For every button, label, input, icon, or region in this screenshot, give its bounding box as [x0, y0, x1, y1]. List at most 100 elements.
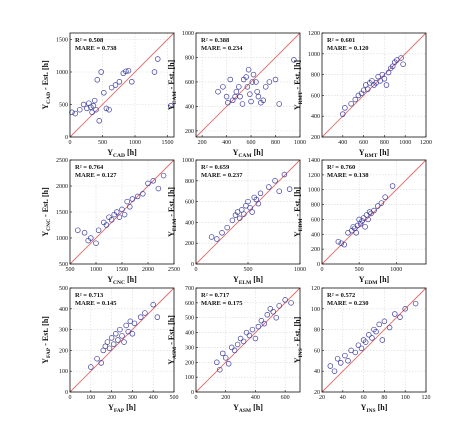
x-axis-label: YEDM [h] [359, 275, 390, 286]
data-point [264, 311, 271, 318]
identity-line [195, 32, 301, 138]
x-tick-label: 200 [107, 395, 116, 401]
data-point [273, 314, 279, 321]
data-point [362, 224, 368, 230]
y-tick-label: 400 [185, 331, 194, 337]
y-tick-label: 600 [185, 80, 194, 86]
data-point [412, 300, 419, 307]
data-point [362, 339, 369, 345]
x-tick-label: 0 [69, 140, 72, 146]
x-tick-label: 100 [86, 395, 95, 401]
x-tick-label: 500 [170, 395, 179, 401]
data-point [91, 97, 98, 104]
data-point [246, 332, 253, 339]
data-point [227, 76, 234, 83]
identity-line [69, 287, 175, 393]
data-point [236, 215, 243, 221]
data-point [98, 69, 104, 75]
data-point [125, 67, 132, 74]
data-point [397, 314, 403, 320]
data-point [260, 97, 267, 104]
data-point [249, 79, 256, 85]
data-point [160, 172, 167, 179]
x-tick-label: 500 [98, 140, 107, 146]
y-tick-label: 1500 [56, 38, 68, 44]
data-point [220, 84, 226, 90]
data-point [108, 335, 115, 341]
x-axis-label: YCNC [h] [107, 275, 137, 286]
data-point [142, 310, 148, 316]
data-point [255, 93, 262, 100]
data-point [76, 106, 83, 113]
data-point [223, 93, 230, 100]
data-point [237, 335, 244, 342]
plot-frame [321, 159, 427, 265]
data-point [121, 211, 128, 218]
data-point [103, 105, 110, 112]
x-axis-label: YCAM [h] [233, 148, 264, 159]
r2-annotation: R² = 0.601 [327, 37, 355, 44]
data-point [208, 234, 215, 240]
data-point [155, 56, 161, 62]
data-point [237, 93, 243, 100]
y-tick-label: 400 [311, 114, 320, 120]
data-point [389, 183, 396, 189]
mare-annotation: MARE = 0.237 [201, 172, 243, 179]
y-tick-label: 200 [185, 241, 194, 247]
data-point [281, 171, 288, 178]
data-point [257, 190, 264, 197]
y-tick-label: 200 [311, 135, 320, 141]
mare-annotation: MARE = 0.738 [75, 45, 117, 52]
data-point [378, 200, 385, 206]
data-point [114, 209, 120, 215]
data-point [168, 103, 174, 109]
data-point [352, 349, 359, 356]
data-point [117, 326, 123, 333]
data-point [81, 230, 88, 236]
data-point [331, 368, 338, 374]
y-tick-label: 200 [59, 348, 68, 354]
y-tick-label: 600 [311, 217, 320, 223]
x-tick-label: 0 [69, 395, 72, 401]
data-point [288, 300, 294, 306]
x-tick-label: 2500 [168, 267, 180, 273]
data-point [253, 79, 259, 85]
x-tick-label: 800 [271, 140, 280, 146]
data-point [137, 314, 144, 320]
data-point [392, 311, 398, 317]
y-tick-label: 1000 [56, 70, 68, 76]
data-point [96, 117, 102, 124]
data-point [345, 358, 351, 364]
x-tick-label: 80 [381, 395, 387, 401]
y-tick-label: 600 [185, 200, 194, 206]
data-point [101, 219, 107, 226]
data-point [145, 180, 151, 187]
data-point [93, 106, 99, 113]
data-point [276, 188, 282, 194]
y-tick-label: 20 [314, 390, 320, 396]
y-tick-label: 300 [185, 345, 194, 351]
y-tick-label: 1000 [308, 52, 320, 58]
y-tick-label: 800 [311, 73, 320, 79]
data-point [352, 96, 359, 103]
x-tick-label: 800 [380, 140, 389, 146]
x-tick-label: 1000 [90, 267, 102, 273]
x-tick-label: 500 [66, 267, 75, 273]
data-point [243, 74, 249, 80]
scatter-panel: 0 200 400 600 0 100 200 300 400 500 600 700 R² = 0.7… [167, 286, 301, 414]
data-point [88, 104, 94, 110]
y-tick-label: 400 [185, 220, 194, 226]
data-point [254, 88, 260, 95]
x-axis-label: YRMT [h] [359, 148, 390, 159]
y-tick-label: 400 [311, 232, 320, 238]
y-tick-label: 0 [317, 262, 320, 268]
data-point [225, 361, 232, 367]
data-point [113, 331, 119, 337]
y-axis-label: YCNC - Est. [h] [41, 187, 52, 237]
data-point [151, 69, 158, 75]
data-point [90, 103, 97, 109]
y-tick-label: 600 [311, 93, 320, 99]
data-point [88, 364, 94, 370]
data-point [244, 84, 251, 90]
data-point [106, 345, 113, 352]
